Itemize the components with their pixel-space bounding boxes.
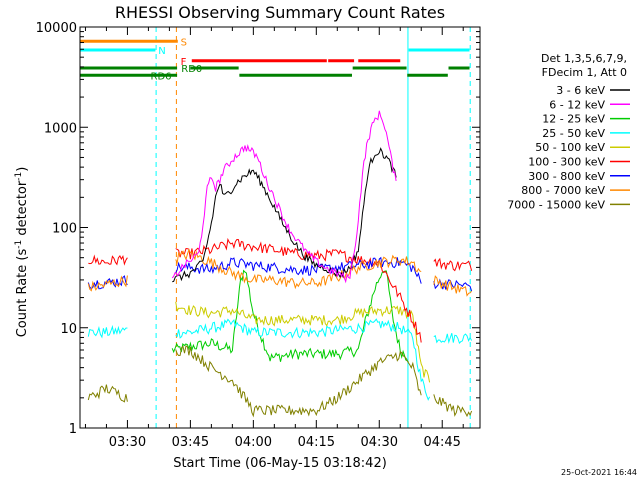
y-axis-label-mid: detector (15, 180, 30, 240)
x-tick-label-5: 04:45 (423, 435, 460, 450)
series-line-bg-6-0 (87, 384, 128, 403)
series-line-bg-3-2 (433, 257, 473, 272)
flag-label-rd0: RD0 (181, 64, 202, 75)
y-axis-label-main: Count Rate (s (15, 249, 30, 338)
flag-label-rd6: RD6 (151, 71, 172, 82)
flag-label-f: F (181, 57, 187, 68)
legend-label-6: 300 - 800 keV (528, 170, 605, 183)
x-axis-label: Start Time (06-May-15 03:18:42) (173, 456, 387, 471)
legend-label-2: 12 - 25 keV (542, 113, 605, 126)
legend-label-1: 6 - 12 keV (549, 98, 605, 111)
y-tick-label-2: 100 (52, 222, 77, 237)
y-axis-label-sup2: -1 (14, 172, 24, 181)
series-line-bg-3-1 (175, 237, 422, 343)
legend-label-3: 25 - 50 keV (542, 127, 605, 140)
series-line-bg-6-2 (433, 394, 473, 418)
series-line-bg-4-1 (175, 256, 422, 284)
y-axis-label-sup: -1 (14, 240, 24, 249)
series-line-bg-5-0 (87, 275, 128, 292)
chart-title: RHESSI Observing Summary Count Rates (115, 3, 445, 22)
legend-label-4: 50 - 100 keV (535, 141, 605, 154)
flag-label-n: N (158, 46, 165, 57)
series-line-bg-4-0 (87, 275, 128, 290)
svg-text:Count Rate (s-1 detector-1): Count Rate (s-1 detector-1) (14, 167, 30, 338)
series-line-1 (171, 110, 397, 284)
series-line-bg-6-1 (175, 345, 422, 418)
series-line-bg-1-1 (175, 318, 431, 401)
x-tick-label-0: 03:30 (109, 435, 146, 450)
legend-label-7: 800 - 7000 keV (521, 184, 605, 197)
legend-label-5: 100 - 300 keV (528, 156, 605, 169)
plot-frame (79, 26, 481, 429)
footer-timestamp: 25-Oct-2021 16:44 (561, 468, 637, 477)
legend-label-8: 7000 - 15000 keV (507, 198, 605, 211)
x-tick-label-1: 03:45 (172, 435, 209, 450)
y-tick-label-1: 10 (60, 322, 77, 337)
y-axis-label: Count Rate (s-1 detector-1) (14, 167, 30, 338)
series-line-bg-1-0 (87, 324, 128, 339)
series-line-bg-2-0 (175, 301, 431, 383)
y-tick-label-0: 1 (69, 422, 77, 437)
x-tick-label-2: 04:00 (235, 435, 272, 450)
y-axis-label-end: ) (15, 167, 30, 172)
legend-header-line-1: Det 1,3,5,6,7,9, (541, 52, 627, 65)
series-line-bg-0-0 (171, 269, 409, 363)
y-tick-label-3: 1000 (44, 121, 77, 136)
series-line-0 (172, 147, 397, 283)
series-line-bg-5-2 (433, 275, 472, 297)
series-line-bg-3-0 (88, 254, 128, 266)
flag-label-s: S (181, 37, 187, 48)
legend-header-line-2: FDecim 1, Att 0 (542, 66, 627, 79)
x-tick-label-4: 04:30 (361, 435, 398, 450)
series-line-bg-5-1 (175, 248, 422, 290)
y-tick-label-4: 10000 (36, 21, 77, 36)
x-tick-label-3: 04:15 (298, 435, 335, 450)
legend-label-0: 3 - 6 keV (556, 84, 605, 97)
series-line-bg-1-2 (433, 333, 473, 345)
